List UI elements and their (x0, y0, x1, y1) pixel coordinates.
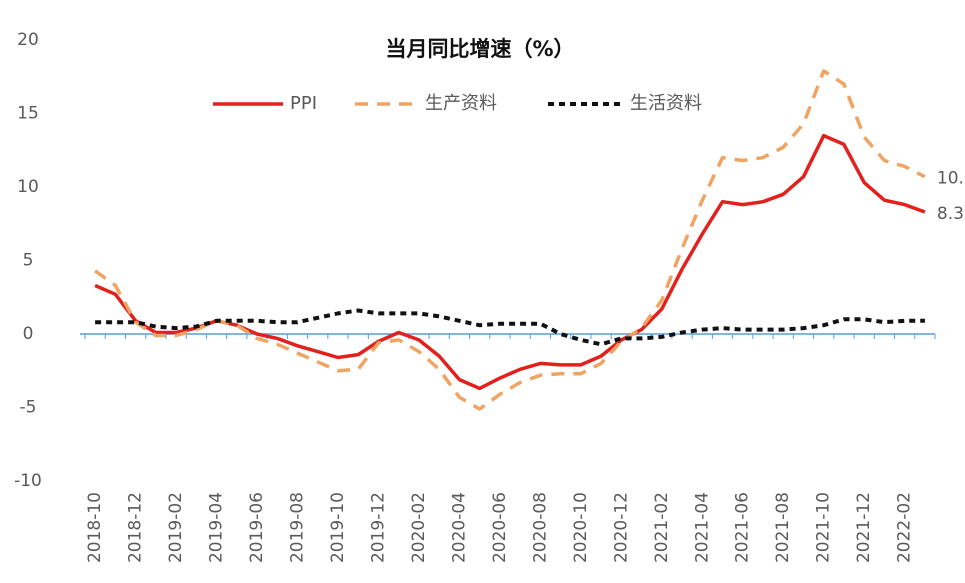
series-line (94, 133, 926, 391)
x-tick-label: 2018-12 (126, 492, 146, 563)
x-tick-label: 2021-02 (652, 492, 672, 563)
x-tick-label: 2019-04 (207, 492, 227, 563)
x-tick-label: 2021-04 (692, 492, 712, 563)
x-tick-label: 2019-06 (247, 492, 267, 563)
x-tick-label: 2020-06 (490, 492, 510, 563)
data-label: 10.7 (937, 169, 965, 189)
y-tick-label: 20 (17, 30, 39, 50)
chart-title: 当月同比增速（%） (385, 37, 574, 61)
x-tick-label: 2019-12 (368, 492, 388, 563)
x-tick-label: 2021-08 (773, 492, 793, 563)
x-tick-label: 2018-10 (85, 492, 105, 563)
x-tick-label: 2020-10 (571, 492, 591, 563)
series-line (94, 69, 926, 411)
x-tick-label: 2021-10 (814, 492, 834, 563)
x-tick-label: 2021-06 (733, 492, 753, 563)
y-tick-label: 15 (17, 104, 39, 124)
y-tick-label: -5 (20, 398, 37, 418)
y-tick-label: 5 (23, 251, 34, 271)
x-tick-label: 2019-08 (288, 492, 308, 563)
legend-label: 生活资料 (630, 93, 702, 114)
y-tick-label: -10 (14, 471, 42, 491)
legend-label: PPI (290, 93, 317, 114)
x-tick-label: 2019-10 (328, 492, 348, 563)
x-tick-label: 2020-04 (449, 492, 469, 563)
x-tick-label: 2022-02 (895, 492, 915, 563)
x-tick-label: 2020-02 (409, 492, 429, 563)
x-tick-label: 2020-08 (530, 492, 550, 563)
series-line (95, 308, 925, 347)
x-tick-label: 2021-12 (854, 492, 874, 563)
y-tick-label: 10 (17, 177, 39, 197)
y-tick-label: 0 (23, 324, 34, 344)
x-tick-label: 2020-12 (611, 492, 631, 563)
data-label: 8.3 (937, 204, 964, 224)
x-tick-label: 2019-02 (166, 492, 186, 563)
legend-label: 生产资料 (425, 93, 497, 114)
